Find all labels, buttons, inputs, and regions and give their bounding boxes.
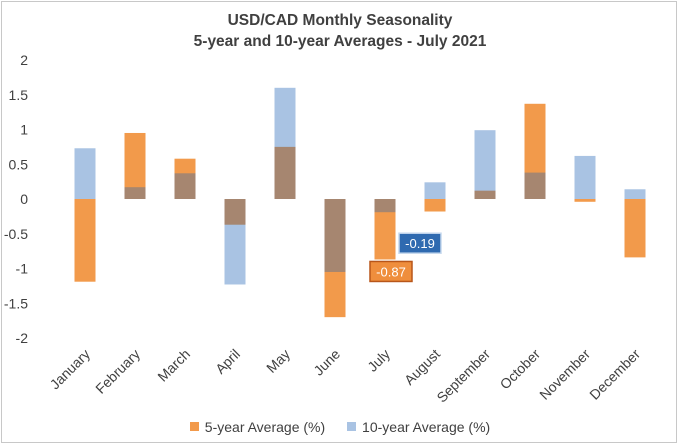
x-tick-label-august: August (401, 346, 443, 388)
bar-5yr-august (424, 199, 446, 212)
bar-overlap-march (174, 173, 196, 199)
chart-title-line-1: USD/CAD Monthly Seasonality (227, 12, 453, 29)
y-tick-label: 2 (20, 52, 28, 68)
legend-item-5-year: 5-year Average (%) (189, 418, 326, 435)
legend-swatch-5-year (189, 422, 199, 431)
chart-title: USD/CAD Monthly Seasonality 5-year and 1… (0, 10, 680, 52)
legend: 5-year Average (%) 10-year Average (%) (0, 418, 680, 435)
annotations: -0.87 -0.19 (369, 232, 442, 283)
bar-overlap-october (524, 172, 546, 199)
bar-overlap-may (274, 146, 296, 199)
x-tick-label-january: January (47, 346, 94, 393)
data-label-text: -0.19 (405, 236, 435, 251)
y-tick-label: 0 (20, 191, 28, 207)
bar-overlap-september (474, 190, 496, 199)
data-label-10-year-average: -0.19 (398, 232, 442, 254)
x-tick-label-april: April (212, 346, 243, 377)
bar-10yr-january (74, 148, 96, 199)
bar-10yr-august (424, 182, 446, 199)
x-tick-label-march: March (154, 346, 193, 385)
bar-overlap-february (124, 187, 146, 199)
y-tick-label: -1.5 (4, 295, 28, 311)
legend-swatch-10-year (347, 422, 357, 431)
x-tick-label-october: October (497, 346, 544, 393)
data-label-5-year-average: -0.87 (369, 260, 413, 283)
bar-july (374, 199, 396, 260)
bar-5yr-december (624, 199, 646, 258)
y-tick-label: 0.5 (9, 156, 29, 172)
bar-5yr-november (574, 199, 596, 202)
bar-10yr-december (624, 189, 646, 199)
x-tick-label-february: February (92, 346, 143, 397)
data-label-box (398, 232, 442, 254)
legend-label-5-year: 5-year Average (%) (204, 418, 326, 435)
data-label-text: -0.87 (376, 264, 406, 279)
bar-5yr-january (74, 199, 96, 282)
x-axis: January February March April May June July Augu… (47, 346, 644, 406)
x-tick-label-december: December (586, 346, 643, 403)
bar-september (474, 130, 496, 199)
bar-overlap-june (324, 199, 346, 272)
y-axis: 2 1.5 1 0.5 0 -0.5 -1 -1.5 -2 (4, 52, 28, 346)
legend-item-10-year: 10-year Average (%) (347, 419, 490, 435)
data-label-box (369, 260, 413, 283)
y-tick-label: -1 (16, 261, 29, 277)
bar-overlap-july (374, 199, 396, 213)
y-tick-label: -2 (16, 330, 29, 346)
bars (74, 87, 646, 318)
chart-title-line-2: 5-year and 10-year Averages - July 2021 (193, 33, 487, 50)
x-tick-label-may: May (263, 346, 293, 376)
y-tick-label: 1.5 (9, 87, 29, 103)
x-tick-label-november: November (536, 346, 593, 403)
x-tick-label-june: June (310, 346, 343, 379)
legend-label-10-year: 10-year Average (%) (362, 418, 491, 435)
bar-overlap-april (224, 199, 246, 225)
y-tick-label: 1 (20, 122, 28, 138)
x-tick-label-september: September (433, 346, 493, 406)
bar-10yr-november (574, 155, 596, 199)
bar-february (124, 132, 146, 199)
x-tick-label-july: July (364, 346, 393, 375)
y-tick-label: -0.5 (4, 226, 28, 242)
